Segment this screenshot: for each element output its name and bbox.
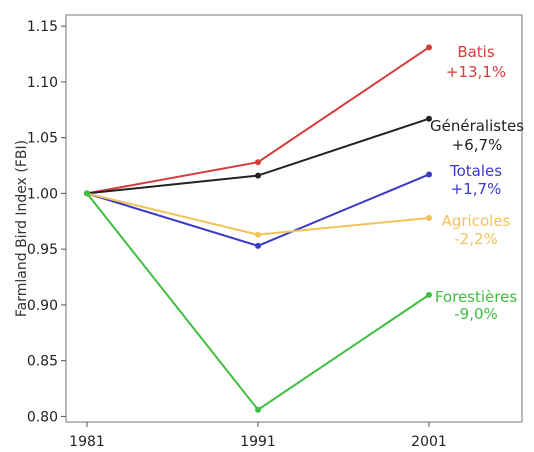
data-point-agricoles (255, 231, 261, 238)
series-annotations: Batis +13,1% Généralistes+6,7% Totales+1,7%… (430, 43, 524, 323)
data-point-generalistes (426, 115, 432, 122)
y-tick-label: 0.85 (27, 354, 58, 370)
series-label-batis: Batis (457, 43, 495, 61)
series-line-forestieres (86, 192, 430, 412)
series-change-forestieres: -9,0% (454, 305, 498, 323)
series-line-generalistes (86, 117, 430, 195)
series-change-totales: +1,7% (451, 180, 502, 198)
y-axis: 0.80 0.85 0.90 0.95 1.00 1.05 1.10 1.15 (27, 19, 66, 425)
data-point-agricoles (426, 214, 432, 221)
data-point-batis (255, 159, 261, 166)
y-axis-title: Farmland Bird Index (FBI) (14, 140, 30, 317)
x-tick-label: 1991 (240, 434, 276, 450)
data-point-forestieres (426, 291, 432, 298)
x-axis: 1981 1991 2001 (69, 422, 447, 450)
y-tick-label: 0.90 (27, 298, 58, 314)
y-tick-label: 0.80 (27, 409, 58, 425)
data-point-forestieres (255, 406, 261, 413)
series-change-batis: +13,1% (446, 63, 506, 81)
series-line-agricoles (86, 192, 430, 236)
series-label-generalistes: Généralistes (430, 117, 524, 135)
series-change-generalistes: +6,7% (452, 136, 503, 154)
series-label-agricoles: Agricoles (442, 212, 511, 230)
series-points (84, 44, 432, 413)
data-point-totales (255, 242, 261, 249)
series-lines (86, 46, 430, 412)
y-tick-label: 1.15 (27, 19, 58, 35)
series-label-totales: Totales (449, 162, 502, 180)
data-point-batis (426, 44, 432, 51)
series-label-forestieres: Forestières (435, 288, 517, 306)
data-point-forestieres (84, 190, 90, 197)
x-tick-label: 1981 (69, 434, 105, 450)
series-change-agricoles: -2,2% (454, 230, 498, 248)
data-point-totales (426, 171, 432, 178)
y-tick-label: 1.05 (27, 131, 58, 147)
series-line-batis (86, 46, 430, 195)
x-tick-label: 2001 (411, 434, 447, 450)
plot-frame (65, 14, 523, 423)
y-tick-label: 1.00 (27, 186, 58, 202)
data-point-generalistes (255, 172, 261, 179)
y-tick-label: 0.95 (27, 242, 58, 258)
y-tick-label: 1.10 (27, 75, 58, 91)
